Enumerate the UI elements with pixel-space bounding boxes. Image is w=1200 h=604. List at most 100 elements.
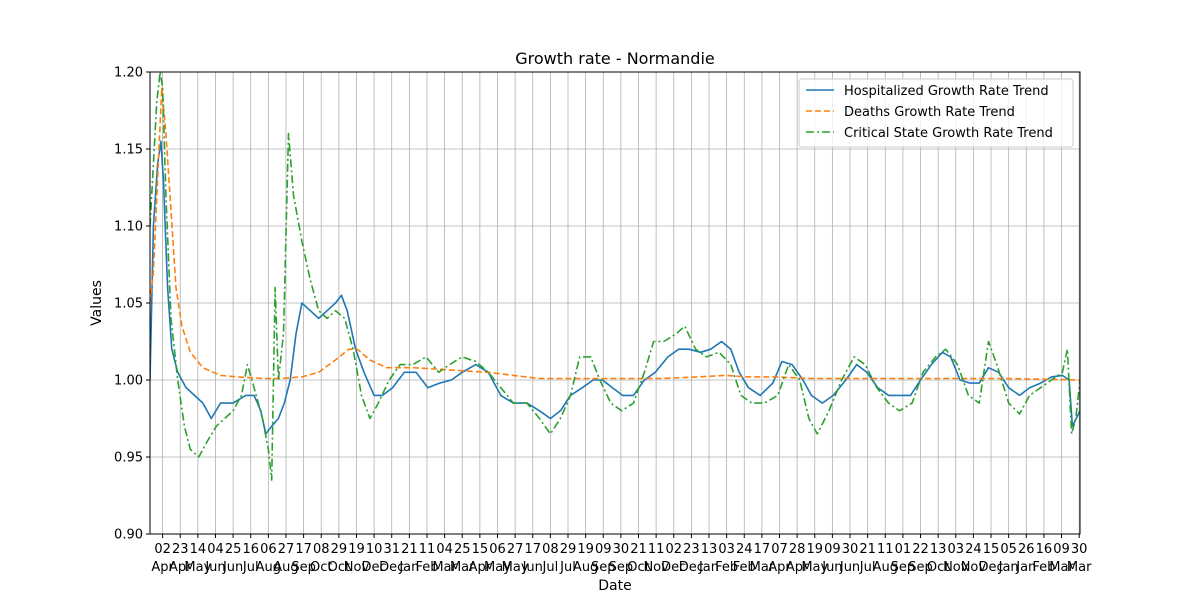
x-tick-day-label: 11 (648, 542, 665, 557)
y-tick-label: 1.10 (114, 220, 143, 235)
x-tick-month-label: Nov (344, 560, 370, 575)
x-tick-day-label: 28 (789, 542, 806, 557)
x-tick-month-label: Jun (821, 560, 842, 575)
x-tick-month-label: Jul (542, 560, 559, 575)
x-tick-month-label: Oct (927, 560, 949, 575)
y-tick-label: 1.20 (114, 66, 143, 81)
x-tick-day-label: 14 (190, 542, 207, 557)
x-tick-month-label: Oct (627, 560, 649, 575)
x-tick-month-label: Aug (273, 560, 298, 575)
x-tick-month-label: Feb (733, 560, 756, 575)
x-tick-day-label: 04 (436, 542, 453, 557)
x-tick-month-label: Dec (978, 560, 1003, 575)
x-tick-month-label: Sep (291, 560, 316, 575)
x-tick-month-label: Mar (1049, 560, 1074, 575)
x-tick-day-label: 06 (489, 542, 506, 557)
x-tick-month-label: Apr (169, 560, 192, 575)
legend-label: Critical State Growth Rate Trend (844, 126, 1053, 141)
x-tick-day-label: 02 (154, 542, 171, 557)
x-tick-day-label: 09 (595, 542, 612, 557)
x-tick-day-label: 27 (507, 542, 524, 557)
x-tick-month-label: Jul (859, 560, 876, 575)
x-tick-month-label: Jan (998, 560, 1019, 575)
x-tick-day-label: 30 (613, 542, 630, 557)
x-tick-month-label: Apr (151, 560, 174, 575)
x-tick-month-label: Feb (415, 560, 438, 575)
x-tick-day-label: 16 (1036, 542, 1053, 557)
x-tick-day-label: 25 (225, 542, 242, 557)
x-tick-month-label: Jun (204, 560, 225, 575)
x-tick-day-label: 17 (295, 542, 312, 557)
x-tick-month-label: Sep (609, 560, 634, 575)
y-tick-label: 0.95 (114, 451, 143, 466)
x-tick-day-label: 22 (912, 542, 929, 557)
x-tick-month-label: Sep (908, 560, 933, 575)
y-axis: 0.90 0.95 1.00 1.05 1.10 1.15 1.20 (114, 66, 150, 543)
x-tick-month-label: May (801, 560, 828, 575)
x-tick-day-label: 17 (754, 542, 771, 557)
x-tick-month-label: Aug (873, 560, 898, 575)
grid-layer (150, 71, 1080, 535)
x-tick-day-label: 09 (1053, 542, 1070, 557)
x-tick-day-label: 13 (701, 542, 718, 557)
x-axis: 02Apr23Apr14May04Jun25Jun16Jul06Aug27Aug… (151, 534, 1092, 575)
x-tick-day-label: 15 (983, 542, 1000, 557)
x-tick-month-label: May (184, 560, 211, 575)
y-tick-label: 0.90 (114, 528, 143, 543)
x-tick-day-label: 07 (771, 542, 788, 557)
x-tick-month-label: Feb (715, 560, 738, 575)
x-tick-day-label: 16 (242, 542, 259, 557)
x-tick-month-label: Dec (379, 560, 404, 575)
x-tick-day-label: 19 (806, 542, 823, 557)
x-tick-day-label: 03 (718, 542, 735, 557)
x-axis-label: Date (598, 578, 631, 594)
x-tick-month-label: Jan (698, 560, 719, 575)
x-tick-day-label: 06 (260, 542, 277, 557)
x-tick-day-label: 29 (331, 542, 348, 557)
x-tick-month-label: Apr (768, 560, 791, 575)
x-tick-day-label: 24 (736, 542, 753, 557)
x-tick-day-label: 24 (965, 542, 982, 557)
x-tick-month-label: Jun (522, 560, 543, 575)
x-tick-month-label: Dec (362, 560, 387, 575)
x-tick-month-label: Mar (750, 560, 775, 575)
legend-label: Deaths Growth Rate Trend (844, 105, 1015, 120)
x-tick-day-label: 13 (930, 542, 947, 557)
x-tick-month-label: Nov (643, 560, 669, 575)
x-tick-month-label: Jul (559, 560, 576, 575)
x-tick-day-label: 27 (278, 542, 295, 557)
x-tick-month-label: Aug (573, 560, 598, 575)
x-tick-month-label: Dec (661, 560, 686, 575)
legend-box (798, 78, 1074, 148)
x-tick-month-label: Mar (1067, 560, 1092, 575)
x-tick-day-label: 01 (895, 542, 912, 557)
x-tick-day-label: 25 (454, 542, 471, 557)
x-tick-month-label: Jul (242, 560, 259, 575)
y-tick-label: 1.15 (114, 143, 143, 158)
x-tick-day-label: 05 (1000, 542, 1017, 557)
x-tick-day-label: 21 (859, 542, 876, 557)
x-tick-day-label: 26 (1018, 542, 1035, 557)
x-tick-day-label: 29 (560, 542, 577, 557)
series-line-0 (150, 140, 1080, 435)
x-tick-day-label: 11 (419, 542, 436, 557)
x-tick-day-label: 30 (842, 542, 859, 557)
x-tick-month-label: Aug (256, 560, 281, 575)
x-tick-day-label: 21 (401, 542, 418, 557)
y-axis-label: Values (89, 280, 105, 326)
x-tick-month-label: May (484, 560, 511, 575)
x-tick-day-label: 04 (207, 542, 224, 557)
x-tick-month-label: Jun (222, 560, 243, 575)
x-tick-month-label: Oct (310, 560, 332, 575)
x-tick-month-label: Nov (943, 560, 969, 575)
x-tick-day-label: 19 (577, 542, 594, 557)
x-tick-day-label: 08 (542, 542, 559, 557)
x-tick-month-label: Jan (1015, 560, 1036, 575)
x-tick-month-label: Apr (786, 560, 809, 575)
x-tick-day-label: 11 (877, 542, 894, 557)
x-tick-month-label: Dec (679, 560, 704, 575)
x-tick-month-label: Mar (450, 560, 475, 575)
x-tick-month-label: Mar (432, 560, 457, 575)
